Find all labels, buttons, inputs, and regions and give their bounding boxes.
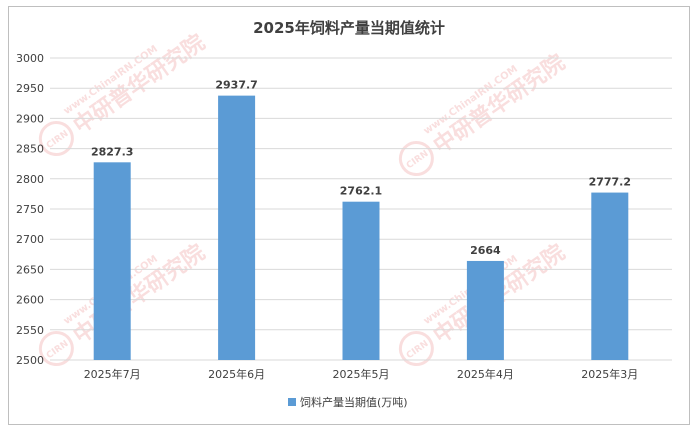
data-label: 2777.2 [589, 176, 631, 189]
x-axis-tick-labels: 2025年7月 2025年6月 2025年5月 2025年4月 2025年3月 [84, 367, 639, 381]
x-tick-label: 2025年3月 [581, 367, 638, 381]
y-tick-label: 2850 [16, 143, 44, 156]
legend-label: 饲料产量当期值(万吨) [300, 395, 408, 409]
x-tick-label: 2025年5月 [333, 367, 390, 381]
y-tick-label: 2500 [16, 354, 44, 367]
x-tick-label: 2025年7月 [84, 367, 141, 381]
data-labels: 2827.3 2937.7 2762.1 2664 2777.2 [91, 79, 631, 257]
bar [466, 260, 504, 360]
chart-title: 2025年饲料产量当期值统计 [253, 19, 445, 37]
data-label: 2937.7 [215, 79, 257, 92]
y-tick-label: 2900 [16, 112, 44, 125]
x-tick-label: 2025年4月 [457, 367, 514, 381]
y-tick-label: 2700 [16, 233, 44, 246]
y-tick-label: 2650 [16, 263, 44, 276]
y-tick-label: 2600 [16, 294, 44, 307]
bar [342, 201, 380, 360]
data-label: 2827.3 [91, 145, 133, 158]
watermark-logo [398, 331, 434, 367]
bar [218, 95, 256, 360]
watermark-logo [398, 141, 434, 177]
watermark-logo [38, 121, 74, 157]
legend: 饲料产量当期值(万吨) [288, 395, 408, 409]
bar-series [93, 95, 629, 360]
data-label: 2762.1 [340, 185, 382, 198]
bar [591, 192, 629, 360]
x-tick-label: 2025年6月 [208, 367, 265, 381]
y-tick-label: 3000 [16, 52, 44, 65]
y-tick-label: 2750 [16, 203, 44, 216]
watermark-logo [38, 331, 74, 367]
legend-swatch [288, 398, 296, 406]
y-tick-label: 2550 [16, 324, 44, 337]
y-tick-label: 2800 [16, 173, 44, 186]
y-axis-tick-labels: 2500 2550 2600 2650 2700 2750 2800 2850 2900 2950… [16, 52, 44, 367]
data-label: 2664 [470, 244, 501, 257]
bar [93, 162, 131, 360]
y-tick-label: 2950 [16, 82, 44, 95]
